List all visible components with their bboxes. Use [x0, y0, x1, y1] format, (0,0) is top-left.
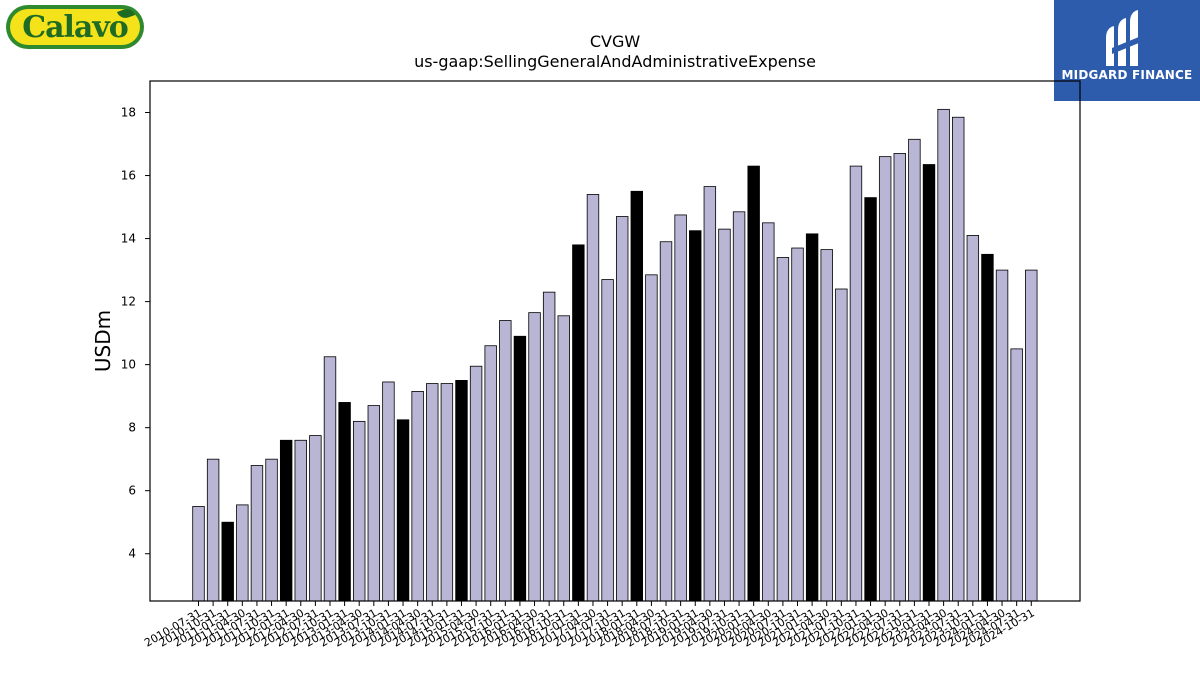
bar-2013-01-31 [338, 402, 351, 602]
bar-2015-04-30 [469, 365, 483, 602]
bar-2021-10-31 [849, 165, 863, 602]
bar-2013-04-30 [353, 420, 366, 602]
bar-2012-10-31 [323, 356, 337, 602]
bar-2018-07-31 [659, 241, 673, 602]
bar-2016-10-31 [557, 315, 570, 602]
bar-2020-01-31 [747, 165, 760, 602]
x-axis: 2010-07-312010-10-312011-01-312011-04-30… [142, 601, 1037, 650]
bar-2023-04-30 [937, 108, 950, 602]
calavo-logo-text: Calavo [22, 9, 129, 45]
bar-2023-10-31 [966, 235, 980, 602]
bar-2018-01-31 [630, 190, 644, 602]
bar-2012-04-30 [294, 439, 307, 602]
bar-2017-01-31 [572, 244, 585, 602]
bar-2021-01-31 [805, 233, 819, 602]
midgard-emblem-icon [1106, 10, 1146, 66]
bar-2019-01-31 [689, 230, 702, 602]
bar-2021-07-31 [835, 288, 848, 602]
bar-2023-01-31 [922, 164, 936, 602]
y-tick-label: 14 [121, 232, 136, 246]
bar-2024-01-31 [981, 253, 994, 602]
calavo-logo: Calavo [6, 5, 144, 49]
y-tick-label: 10 [121, 358, 136, 372]
bars-group [192, 108, 1038, 602]
bar-2013-10-31 [382, 381, 395, 602]
y-tick-label: 8 [128, 421, 136, 435]
y-tick-label: 4 [128, 547, 136, 561]
bar-2023-07-31 [952, 116, 965, 602]
bar-2022-10-31 [908, 138, 921, 602]
bar-2013-07-31 [367, 405, 381, 602]
bar-2015-01-31 [455, 379, 468, 602]
y-tick-label: 16 [121, 169, 136, 183]
y-tick-label: 12 [121, 295, 136, 309]
bar-2020-10-31 [791, 247, 804, 602]
bar-2022-01-31 [864, 197, 877, 602]
y-axis: 4 6 8 10 12 14 16 18 [121, 106, 150, 561]
bar-2017-04-30 [586, 194, 600, 602]
bar-2010-07-31 [192, 506, 205, 602]
bar-2015-07-31 [484, 345, 497, 602]
bar-2011-01-31 [221, 521, 234, 602]
y-tick-label: 18 [121, 106, 136, 120]
bar-2019-04-30 [703, 186, 717, 602]
bar-2012-07-31 [309, 435, 322, 602]
bar-2019-07-31 [718, 228, 731, 602]
bar-2016-01-31 [513, 335, 527, 602]
bar-2014-07-31 [426, 383, 439, 602]
chart-subtitle: us-gaap:SellingGeneralAndAdministrativeE… [414, 52, 816, 71]
bar-2017-10-31 [615, 216, 629, 602]
bar-2010-10-31 [206, 458, 220, 602]
bar-2011-07-31 [250, 465, 264, 602]
bar-2011-04-30 [236, 504, 249, 602]
bar-2024-07-31 [1010, 348, 1023, 602]
bar-2012-01-31 [279, 439, 293, 602]
bar-2020-07-31 [776, 257, 790, 602]
y-axis-label: USDm [91, 310, 115, 372]
bar-2019-10-31 [732, 211, 746, 602]
bar-2016-04-30 [528, 312, 541, 602]
bar-2015-10-31 [499, 320, 512, 602]
plot-frame [149, 80, 1081, 602]
bar-2022-07-31 [893, 153, 906, 602]
bar-2014-10-31 [440, 383, 454, 602]
midgard-finance-label: MIDGARD FINANCE [1061, 68, 1193, 82]
y-tick-label: 6 [128, 484, 136, 498]
bar-2024-10-31 [1025, 269, 1038, 602]
bar-2018-10-31 [674, 214, 687, 602]
chart-title: CVGW [589, 32, 641, 51]
bar-2011-10-31 [265, 458, 278, 602]
bar-2014-01-31 [396, 419, 410, 602]
bar-2017-07-31 [601, 279, 614, 602]
bar-2024-04-30 [995, 269, 1009, 602]
bar-2020-04-30 [762, 222, 775, 602]
bar-2014-04-30 [411, 391, 424, 602]
bar-2021-04-30 [820, 249, 833, 602]
midgard-finance-logo: MIDGARD FINANCE [1054, 0, 1200, 101]
bar-2022-04-30 [878, 156, 892, 602]
bar-2018-04-30 [645, 274, 658, 602]
bar-2016-07-31 [542, 291, 556, 602]
